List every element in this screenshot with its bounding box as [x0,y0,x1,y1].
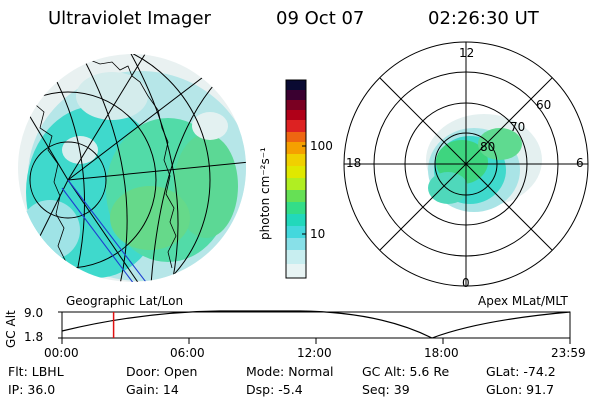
time-label: 02:26:30 UT [428,8,539,29]
glat-status: GLat: -74.2 [486,364,556,379]
filter-status: Flt: LBHL [8,364,64,379]
mlt-label-12: 12 [459,46,475,60]
altitude-ytick-min: 1.8 [24,330,44,344]
dsp-status: Dsp: -5.4 [246,382,303,397]
polar-image [343,41,589,287]
colorbar [285,79,307,279]
altitude-plot [58,310,571,344]
gc-alt-status: GC Alt: 5.6 Re [362,364,450,379]
mlt-label-18: 18 [346,156,362,170]
door-status: Door: Open [126,364,198,379]
altitude-xtick-4: 23:59 [551,346,586,360]
mlt-label-6: 6 [576,156,584,170]
geographic-panel-label: Geographic Lat/Lon [66,294,184,308]
instrument-title: Ultraviolet Imager [48,8,211,29]
colorbar-tick-100: 100 [310,139,333,153]
mlat-label-80: 80 [480,140,496,154]
altitude-xtick-0: 00:00 [44,346,79,360]
glon-status: GLon: 91.7 [486,382,555,397]
altitude-xtick-1: 06:00 [170,346,205,360]
mlt-label-0: 0 [462,276,470,290]
gain-status: Gain: 14 [126,382,179,397]
altitude-ylabel: GC Alt [4,310,18,348]
altitude-xtick-3: 18:00 [424,346,459,360]
ip-status: IP: 36.0 [8,382,56,397]
seq-status: Seq: 39 [362,382,410,397]
geographic-image [18,54,246,282]
altitude-curve [61,310,571,339]
date-label: 09 Oct 07 [276,8,365,29]
mode-status: Mode: Normal [246,364,334,379]
altitude-xtick-2: 12:00 [297,346,332,360]
mlat-label-70: 70 [510,120,526,134]
polar-panel-label: Apex MLat/MLT [478,294,568,308]
colorbar-unit-label: photon cm⁻²s⁻¹ [258,147,272,240]
colorbar-tick-10: 10 [310,227,326,241]
mlat-label-60: 60 [536,98,552,112]
altitude-ytick-max: 9.0 [24,306,44,320]
